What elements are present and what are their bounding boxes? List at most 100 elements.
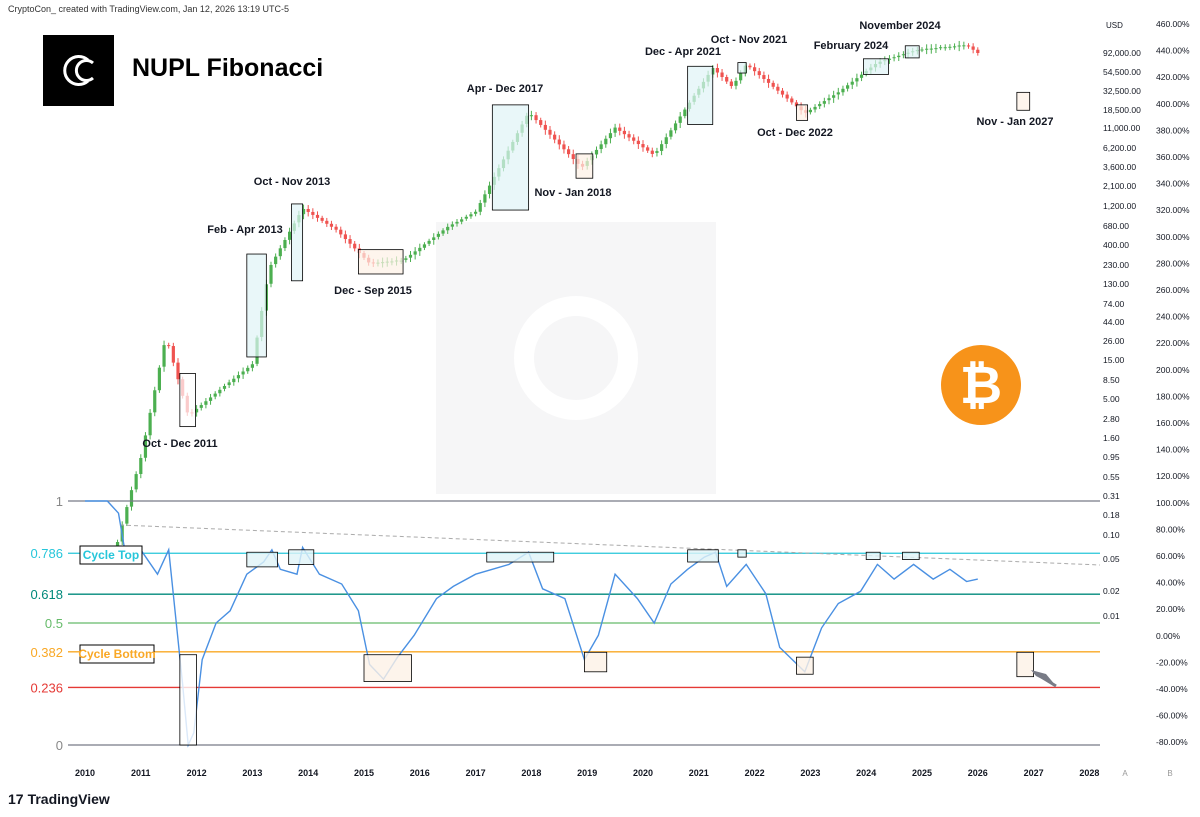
x-tick-label: 2011 (131, 768, 151, 778)
bitcoin-symbol-icon: ₿ (960, 357, 1002, 415)
price-tick-label: 1,200.00 (1103, 201, 1136, 211)
candle-body (962, 45, 966, 47)
percent-tick-label: 380.00% (1156, 125, 1190, 135)
candle-body (329, 223, 334, 227)
price-tick-label: 26.00 (1103, 336, 1125, 346)
axis-layer: 2010 2011 2012 2013 2014 2015 2016 2017 2018 2019… (75, 19, 1190, 778)
candle-body (529, 115, 533, 117)
x-tick-label: 2014 (298, 768, 318, 778)
period-label: Dec - Apr 2021 (645, 46, 721, 58)
candle-body (859, 74, 864, 78)
candle-body (920, 49, 924, 51)
candle-body (176, 362, 180, 380)
candle-body (460, 219, 464, 222)
candle-body (148, 412, 152, 436)
percent-tick-label: 180.00% (1156, 391, 1190, 401)
candle-body (418, 247, 422, 252)
candle-body (939, 47, 943, 49)
candle-body (311, 211, 315, 215)
candle-body (790, 98, 794, 103)
candle-body (594, 149, 599, 155)
arrow-shaft (1037, 673, 1057, 688)
zone-box (486, 551, 555, 563)
price-tick-label: 0.02 (1103, 586, 1120, 596)
tradingview-logo-icon: 17 (8, 791, 24, 807)
candle-body (325, 220, 329, 224)
price-tick-label: 32,500.00 (1103, 86, 1141, 96)
candle-body (753, 67, 757, 72)
candle-body (278, 248, 282, 257)
percent-tick-label: 160.00% (1156, 418, 1190, 428)
candle-body (422, 244, 427, 248)
candle-body (204, 401, 208, 405)
percent-tick-label: 60.00% (1156, 551, 1185, 561)
price-tick-label: 680.00 (1103, 221, 1129, 231)
candle-body (887, 58, 892, 60)
fib-level-label: 0 (56, 738, 63, 753)
candle-body (432, 237, 436, 240)
period-box (904, 45, 920, 59)
candle-body (929, 48, 933, 50)
candle-body (627, 134, 631, 138)
x-tick-label: 2022 (745, 768, 765, 778)
candle-body (622, 130, 626, 135)
price-tick-label: 0.31 (1103, 491, 1120, 501)
candle-body (348, 239, 352, 244)
price-tick-label: 2.80 (1103, 414, 1120, 424)
fib-level-label: 0.382 (30, 645, 63, 660)
candle-body (153, 390, 157, 413)
price-tick-label: 54,500.00 (1103, 67, 1141, 77)
percent-tick-label: 0.00% (1156, 631, 1181, 641)
price-tick-label: 18,500.00 (1103, 105, 1141, 115)
candle-body (483, 194, 487, 203)
percent-tick-label: 260.00% (1156, 285, 1190, 295)
bitcoin-logo-icon (941, 345, 1021, 425)
percent-tick-label: 320.00% (1156, 205, 1190, 215)
candle-body (748, 65, 752, 68)
candle-body (636, 140, 640, 145)
period-label: Oct - Dec 2022 (757, 127, 833, 139)
price-tick-label: 6,200.00 (1103, 143, 1136, 153)
candle-body (241, 371, 245, 375)
candle-body (306, 209, 310, 212)
axis-mode-b: B (1167, 769, 1172, 778)
candle-body (557, 139, 561, 145)
zone-box (737, 549, 747, 558)
candle-body (832, 95, 836, 98)
candle-body (129, 490, 134, 507)
x-tick-label: 2015 (354, 768, 374, 778)
price-tick-label: 230.00 (1103, 260, 1129, 270)
candle-body (846, 85, 850, 89)
price-tick-label: 44.00 (1103, 317, 1125, 327)
candle-body (553, 134, 557, 140)
candle-body (608, 133, 613, 139)
candle-body (613, 127, 617, 133)
candle-body (487, 185, 492, 194)
candle-body (715, 68, 719, 73)
candle-body (562, 144, 566, 150)
period-box (687, 65, 714, 125)
tradingview-brand[interactable]: 17 TradingView (8, 791, 110, 807)
candle-body (618, 127, 622, 131)
candle-body (232, 378, 236, 383)
period-label: Apr - Dec 2017 (467, 83, 543, 95)
price-tick-label: 5.00 (1103, 394, 1120, 404)
cycle-top-box (79, 545, 143, 565)
candle-body (534, 115, 538, 121)
percent-tick-label: 340.00% (1156, 179, 1190, 189)
candle-body (599, 144, 603, 150)
cycle-top-label: Cycle Top (83, 548, 139, 562)
percent-tick-label: 20.00% (1156, 604, 1185, 614)
price-tick-label: 8.50 (1103, 375, 1120, 385)
candle-body (171, 346, 175, 363)
zone-box (902, 551, 920, 560)
candle-body (794, 102, 799, 107)
candle-body (604, 138, 608, 145)
candle-body (539, 120, 543, 125)
percent-tick-label: 200.00% (1156, 365, 1190, 375)
percent-tick-label: 280.00% (1156, 258, 1190, 268)
candle-body (334, 226, 338, 230)
candle-body (353, 243, 357, 249)
cycle-bottom-label: Cycle Bottom (78, 647, 155, 661)
candle-body (943, 47, 947, 49)
